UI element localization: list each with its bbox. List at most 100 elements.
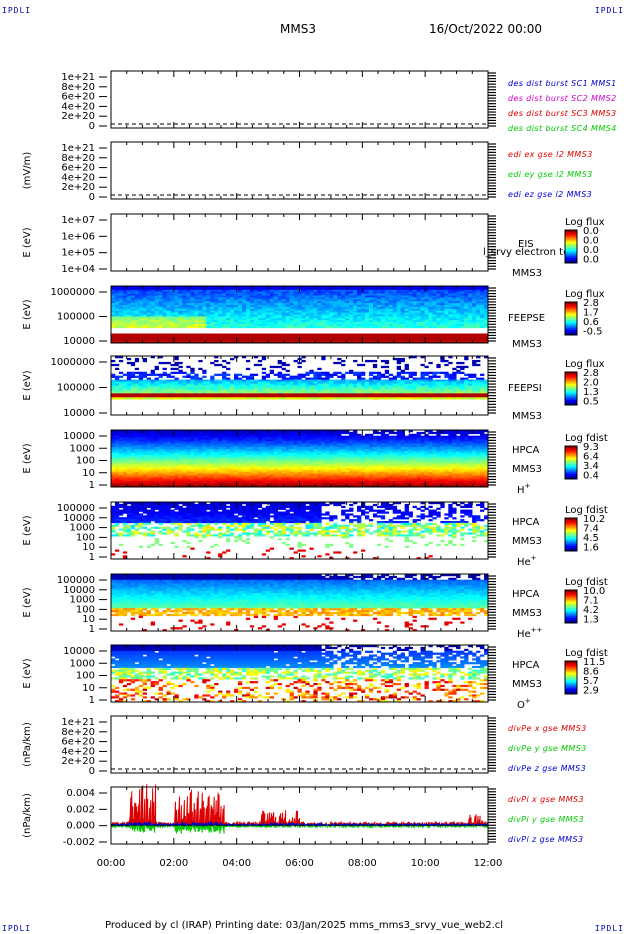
heatmap-cell: [150, 447, 155, 450]
heatmap-cell: [241, 383, 247, 386]
heatmap-cell: [126, 312, 132, 315]
heatmap-cell: [372, 387, 378, 390]
heatmap-cell: [174, 456, 179, 459]
heatmap-cell: [392, 397, 398, 400]
heatmap-cell: [273, 395, 278, 398]
heatmap-cell: [222, 387, 227, 390]
heatmap-cell: [253, 356, 259, 359]
heatmap-cell: [361, 299, 366, 302]
heatmap-cell: [372, 341, 378, 344]
heatmap-cell: [111, 469, 116, 473]
heatmap-cell: [364, 306, 370, 310]
heatmap-cell: [134, 395, 140, 398]
heatmap-cell: [158, 289, 163, 292]
heatmap-cell: [166, 483, 171, 486]
heatmap-cell: [420, 333, 425, 336]
heatmap-cell: [412, 312, 417, 315]
heatmap-cell: [142, 450, 148, 454]
heatmap-cell: [126, 445, 132, 448]
heatmap-cell: [150, 308, 155, 311]
heatmap-cell: [114, 377, 120, 380]
heatmap-cell: [150, 301, 155, 304]
heatmap-cell: [317, 341, 322, 344]
heatmap-cell: [345, 387, 350, 390]
heatmap-cell: [218, 301, 223, 304]
heatmap-cell: [345, 286, 350, 289]
heatmap-cell: [166, 469, 171, 473]
heatmap-cell: [134, 318, 140, 321]
heatmap-cell: [265, 291, 271, 294]
heatmap-cell: [174, 452, 179, 455]
heatmap-cell: [202, 305, 207, 308]
heatmap-cell: [464, 301, 469, 304]
heatmap-cell: [174, 383, 179, 386]
heatmap-cell: [218, 381, 223, 384]
heatmap-cell: [364, 359, 370, 363]
heatmap-cell: [118, 485, 124, 488]
heatmap-cell: [273, 297, 278, 300]
heatmap-cell: [111, 454, 116, 457]
heatmap-cell: [460, 335, 465, 338]
heatmap-cell: [384, 320, 390, 323]
heatmap-cell: [138, 385, 144, 388]
heatmap-cell: [281, 385, 286, 388]
heatmap-cell: [464, 299, 469, 302]
heatmap-cell: [480, 322, 485, 325]
heatmap-cell: [424, 303, 429, 306]
heatmap-cell: [341, 287, 346, 291]
heatmap-cell: [404, 318, 409, 321]
heatmap-cell: [380, 289, 386, 292]
heatmap-cell: [265, 295, 271, 298]
heatmap-cell: [392, 375, 398, 378]
heatmap-cell: [174, 381, 179, 384]
heatmap-cell: [194, 341, 199, 344]
heatmap-cell: [142, 391, 148, 394]
heatmap-cell: [214, 395, 219, 398]
heatmap-cell: [408, 295, 413, 298]
heatmap-cell: [317, 310, 322, 313]
heatmap-cell: [150, 369, 155, 373]
heatmap-cell: [361, 295, 366, 298]
heatmap-cell: [432, 387, 437, 390]
heatmap-cell: [249, 295, 255, 298]
heatmap-cell: [448, 303, 453, 306]
heatmap-cell: [440, 395, 445, 398]
heatmap-cell: [464, 337, 469, 340]
heatmap-cell: [452, 306, 457, 310]
heatmap-cell: [214, 333, 219, 336]
heatmap-cell: [150, 299, 155, 302]
heatmap-cell: [249, 373, 255, 376]
heatmap-cell: [146, 479, 151, 482]
heatmap-cell: [178, 333, 183, 336]
heatmap-cell: [237, 381, 243, 384]
heatmap-cell: [218, 335, 223, 338]
heatmap-cell: [349, 289, 354, 292]
heatmap-cell: [174, 308, 179, 311]
heatmap-cell: [273, 383, 278, 386]
heatmap-cell: [111, 462, 116, 465]
heatmap-cell: [313, 385, 318, 388]
heatmap-cell: [210, 293, 215, 296]
heatmap-cell: [412, 333, 417, 336]
heatmap-cell: [353, 391, 358, 394]
heatmap-cell: [396, 371, 401, 374]
heatmap-cell: [257, 389, 263, 392]
heatmap-cell: [166, 458, 171, 461]
heatmap-cell: [162, 393, 167, 396]
heatmap-cell: [186, 295, 191, 298]
heatmap-cell: [416, 312, 421, 315]
heatmap-cell: [154, 445, 159, 448]
heatmap-cell: [472, 359, 477, 363]
heatmap-cell: [241, 297, 247, 300]
y-axis-label: E (eV): [22, 299, 33, 329]
heatmap-cell: [257, 322, 263, 325]
heatmap-cell: [452, 383, 457, 386]
heatmap-cell: [182, 316, 187, 319]
heatmap-cell: [146, 483, 151, 486]
heatmap-cell: [440, 320, 445, 323]
heatmap-cell: [361, 335, 366, 338]
heatmap-cell: [464, 303, 469, 306]
heatmap-cell: [142, 333, 148, 336]
heatmap-cell: [273, 389, 278, 392]
heatmap-cell: [265, 318, 271, 321]
